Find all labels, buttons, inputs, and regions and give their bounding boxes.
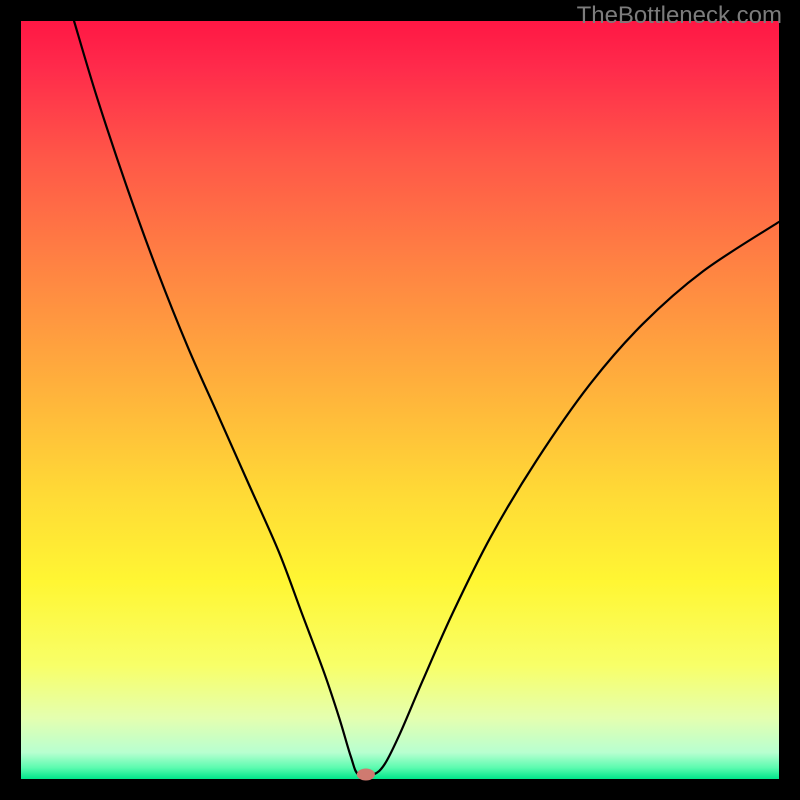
bottleneck-marker <box>357 768 375 780</box>
plot-background <box>21 21 779 779</box>
bottleneck-chart: TheBottleneck.com <box>0 0 800 800</box>
chart-svg <box>0 0 800 800</box>
